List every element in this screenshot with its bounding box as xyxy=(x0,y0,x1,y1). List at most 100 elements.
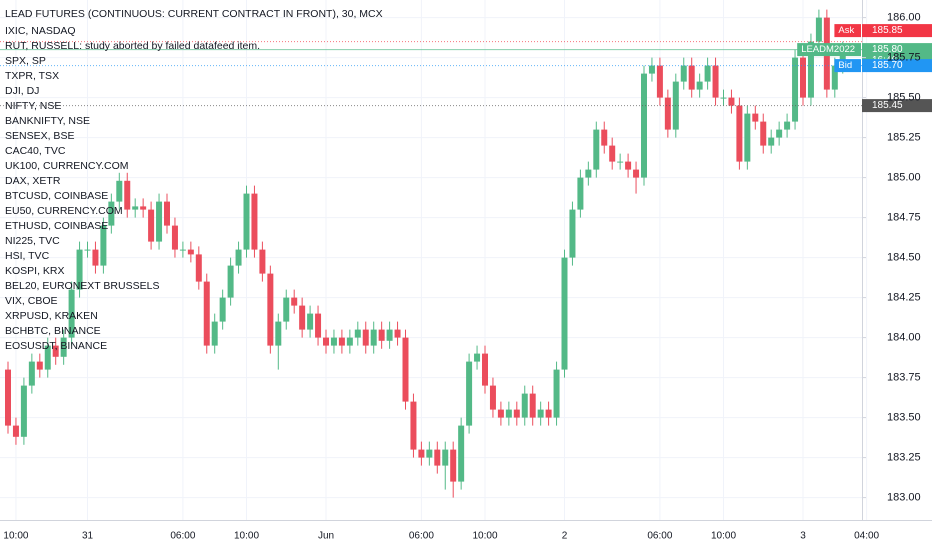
candle-body xyxy=(482,353,488,386)
candle-body xyxy=(553,369,560,418)
candle-body xyxy=(450,449,457,482)
candle-body xyxy=(12,425,19,437)
x-tick-label: 10:00 xyxy=(234,531,259,542)
candle-body xyxy=(664,97,671,130)
overlay-symbol: EU50, CURRENCY.COM xyxy=(5,205,123,217)
y-tick-label: 185.00 xyxy=(887,172,921,184)
candle-body xyxy=(410,401,417,450)
x-tick-label: 06:00 xyxy=(170,531,195,542)
candle-body xyxy=(116,180,123,202)
candle-body xyxy=(354,329,361,338)
price-name: LEADM2022 xyxy=(801,44,855,55)
candle-body xyxy=(434,449,441,466)
candle-body xyxy=(760,121,767,146)
candle-body xyxy=(545,409,552,418)
x-tick-label: 2 xyxy=(562,531,568,542)
overlay-symbol: BEL20, EURONEXT BRUSSELS xyxy=(5,280,159,292)
candle-body xyxy=(203,281,210,346)
candle-body xyxy=(60,337,67,357)
x-tick-label: 31 xyxy=(82,531,94,542)
price-lines: 185.85Ask185.8016:46LEADM2022185.70Bid18… xyxy=(0,24,932,113)
y-tick-label: 184.75 xyxy=(887,212,921,224)
candle-body xyxy=(641,73,647,178)
overlay-symbol: NI225, TVC xyxy=(5,235,60,247)
candle-body xyxy=(100,225,107,266)
candle-body xyxy=(132,206,139,210)
candle-body xyxy=(148,209,155,242)
candle-body xyxy=(831,65,838,90)
candle-body xyxy=(609,145,616,162)
x-tick-label: 10:00 xyxy=(472,531,497,542)
candle-body xyxy=(474,353,481,362)
candle-body xyxy=(108,201,115,226)
candle-body xyxy=(784,121,791,130)
candle-body xyxy=(402,337,409,402)
candle-body xyxy=(537,409,544,418)
overlay-symbol: UK100, CURRENCY.COM xyxy=(5,160,129,172)
overlay-symbol: XRPUSD, KRAKEN xyxy=(5,310,98,322)
price-name-box xyxy=(797,43,861,57)
candle-body xyxy=(171,225,178,250)
candle-body xyxy=(44,345,51,370)
candle-body xyxy=(768,137,775,146)
candle-body xyxy=(179,249,186,251)
candle-body xyxy=(346,337,353,346)
candle-body xyxy=(251,193,258,250)
candle-body xyxy=(227,265,234,298)
candle-body xyxy=(728,97,735,106)
overlay-symbol: CAC40, TVC xyxy=(5,145,66,157)
overlay-symbol: BANKNIFTY, NSE xyxy=(5,115,90,127)
candle-body xyxy=(219,297,226,322)
candle-body xyxy=(315,313,322,338)
candle-body xyxy=(529,393,536,418)
x-tick-label: 10:00 xyxy=(3,531,28,542)
candle-body xyxy=(156,201,163,242)
candle-body xyxy=(187,249,194,255)
price-label-box xyxy=(862,59,932,73)
candle-body xyxy=(291,297,298,306)
y-tick-label: 183.00 xyxy=(887,492,921,504)
x-tick-label: 06:00 xyxy=(647,531,672,542)
overlay-symbol: RUT, RUSSELL: study aborted by failed da… xyxy=(5,40,260,52)
candle-body xyxy=(792,57,799,122)
candle-body xyxy=(585,169,592,178)
candle-body xyxy=(243,193,250,250)
x-tick-label: 10:00 xyxy=(711,531,736,542)
overlay-symbol: IXIC, NASDAQ xyxy=(5,25,76,37)
candle-body xyxy=(625,161,632,170)
y-tick-label: 184.00 xyxy=(887,332,921,344)
chart-title: LEAD FUTURES (CONTINUOUS: CURRENT CONTRA… xyxy=(5,8,383,20)
price-label: 185.80 xyxy=(872,44,903,55)
candle-body xyxy=(299,305,306,330)
candle-body xyxy=(338,337,345,346)
candle-body xyxy=(800,57,806,98)
candle-body xyxy=(569,209,576,258)
candle-body xyxy=(839,49,846,66)
y-tick-label: 183.75 xyxy=(887,372,921,384)
candle-body xyxy=(696,81,703,90)
candle-body xyxy=(815,17,822,42)
candle-body xyxy=(505,409,512,418)
candle-body xyxy=(84,249,91,251)
candle-body xyxy=(466,361,473,426)
candle-body xyxy=(20,385,27,437)
candle-body xyxy=(601,129,608,146)
overlay-symbol: EOSUSDT, BINANCE xyxy=(5,340,107,352)
candle-body xyxy=(648,65,655,74)
candle-body xyxy=(235,249,242,266)
candle-body xyxy=(593,129,600,170)
candle-body xyxy=(267,273,274,346)
price-label: 185.45 xyxy=(872,100,903,111)
price-label: 185.85 xyxy=(872,25,903,36)
y-tick-label: 183.50 xyxy=(887,412,921,424)
price-name-box xyxy=(834,24,861,38)
candle-body xyxy=(275,321,282,346)
candle-body xyxy=(211,321,218,346)
candle-body xyxy=(442,449,449,466)
candle-body xyxy=(656,65,663,98)
candle-body xyxy=(458,425,465,482)
price-label-box xyxy=(862,99,932,113)
x-tick-label: Jun xyxy=(318,531,334,542)
candle-body xyxy=(28,361,35,386)
